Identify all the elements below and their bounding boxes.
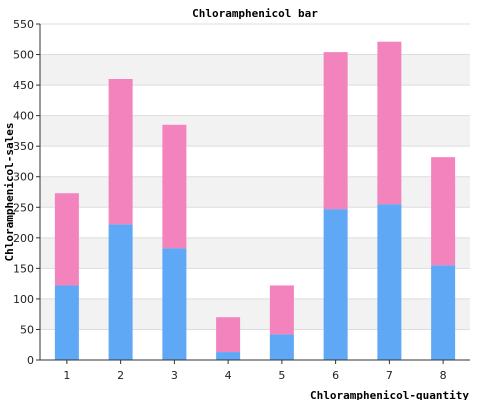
x-tick-label: 1: [63, 369, 70, 382]
bar-series-1-1: [54, 285, 79, 360]
x-tick-label: 8: [440, 369, 447, 382]
axes: [39, 24, 470, 361]
x-tick-label: 5: [278, 369, 285, 382]
x-tick-labels: 1 2 3 4 5 6 7 8: [63, 360, 447, 382]
y-tick-label: 450: [13, 79, 34, 92]
y-tick-label: 400: [13, 110, 34, 123]
x-tick-label: 4: [225, 369, 232, 382]
y-tick-label: 500: [13, 49, 34, 62]
bar-series-2-5: [269, 285, 294, 335]
bar-series-1-4: [216, 352, 241, 360]
y-tick-label: 200: [13, 232, 34, 245]
y-axis-label: Chloramphenicol-sales: [3, 122, 16, 261]
bars: [54, 41, 456, 360]
x-tick-label: 3: [171, 369, 178, 382]
y-tick-label: 550: [13, 18, 34, 31]
y-tick-labels: 0 50 100 150 200 250 300 350 400 450 500 550: [13, 18, 34, 367]
y-tick-label: 0: [27, 354, 34, 367]
grid-band: [40, 115, 470, 147]
bar-series-1-8: [431, 265, 456, 360]
bar-series-2-3: [162, 124, 187, 249]
grid-band: [40, 298, 470, 330]
y-tick-label: 350: [13, 140, 34, 153]
bar-series-2-7: [377, 41, 402, 205]
x-tick-label: 2: [117, 369, 124, 382]
bar-series-2-6: [323, 52, 348, 210]
bar-series-1-6: [323, 209, 348, 360]
y-tick-label: 50: [20, 323, 34, 336]
y-tick-label: 300: [13, 171, 34, 184]
bar-series-2-8: [431, 157, 456, 266]
bar-series-2-2: [108, 78, 133, 225]
bar-series-1-7: [377, 204, 402, 360]
bar-series-1-5: [269, 334, 294, 360]
y-tick-label: 250: [13, 201, 34, 214]
y-tick-label: 150: [13, 262, 34, 275]
y-tick-label: 100: [13, 293, 34, 306]
grid-band: [40, 54, 470, 86]
grid-band: [40, 176, 470, 208]
grid-bands: [40, 54, 470, 330]
x-axis-label: Chloramphenicol-quantity: [310, 389, 469, 400]
bar-series-1-2: [108, 224, 133, 360]
bar-series-2-4: [216, 317, 241, 353]
bar-series-2-1: [54, 193, 79, 286]
x-tick-label: 6: [332, 369, 339, 382]
grid-band: [40, 237, 470, 269]
x-tick-label: 7: [386, 369, 393, 382]
bar-series-1-3: [162, 248, 187, 360]
chart-title: Chloramphenicol bar: [192, 7, 318, 20]
